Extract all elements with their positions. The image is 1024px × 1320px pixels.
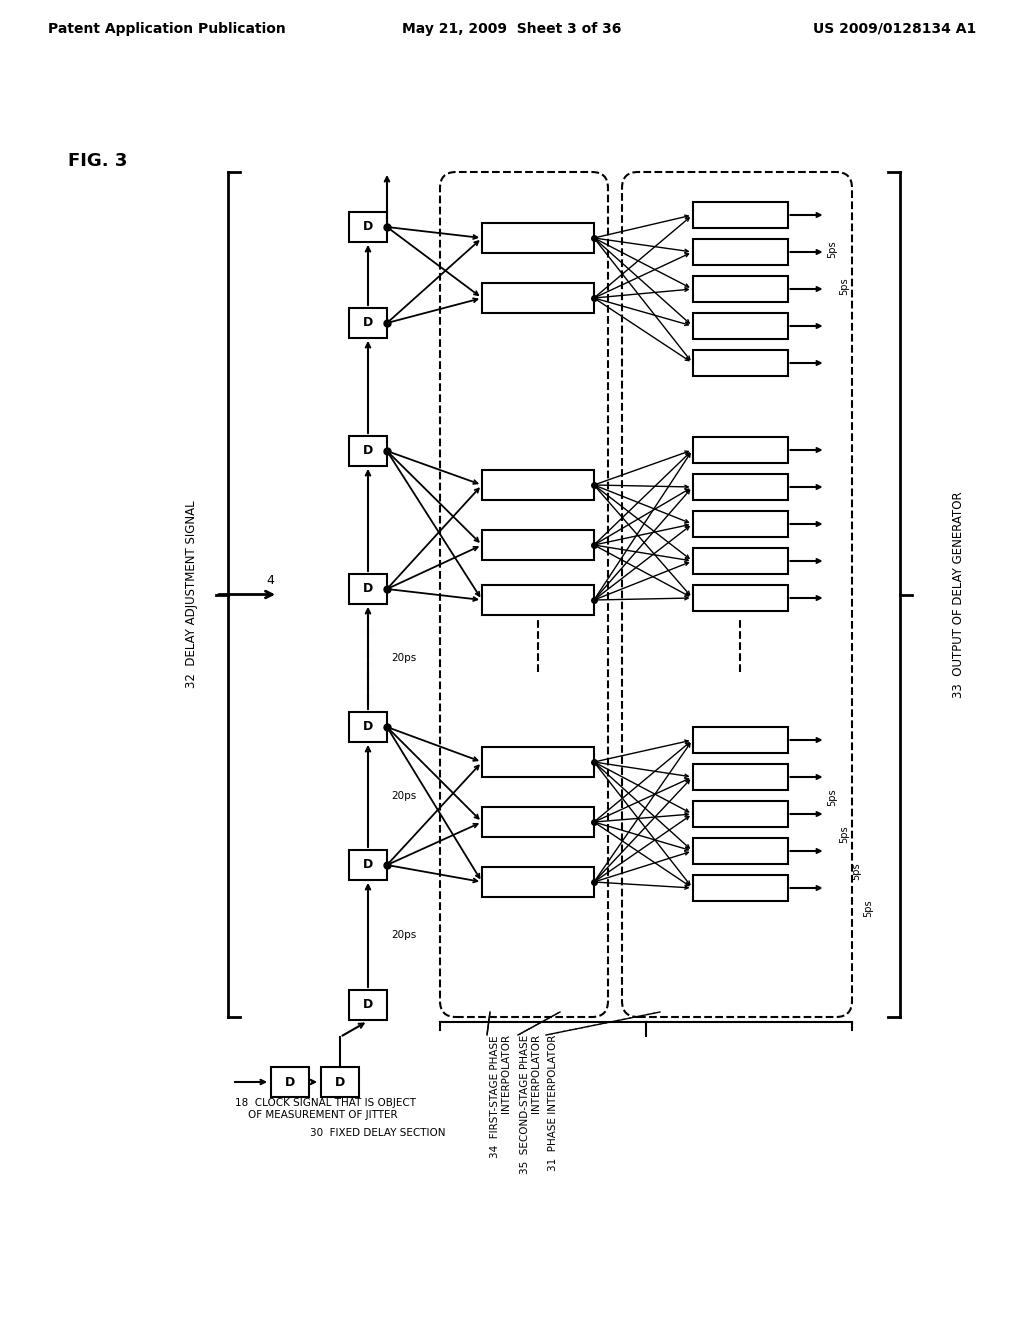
Text: May 21, 2009  Sheet 3 of 36: May 21, 2009 Sheet 3 of 36 xyxy=(402,22,622,36)
Text: 18  CLOCK SIGNAL THAT IS OBJECT: 18 CLOCK SIGNAL THAT IS OBJECT xyxy=(234,1098,416,1107)
Bar xyxy=(692,838,787,865)
Text: US 2009/0128134 A1: US 2009/0128134 A1 xyxy=(813,22,976,36)
Bar xyxy=(321,1067,359,1097)
Text: D: D xyxy=(362,998,373,1011)
Bar xyxy=(692,350,787,376)
Text: D: D xyxy=(362,721,373,734)
Text: 5ps: 5ps xyxy=(840,277,850,294)
Text: 35  SECOND-STAGE PHASE: 35 SECOND-STAGE PHASE xyxy=(520,1035,530,1175)
Text: D: D xyxy=(362,858,373,871)
Bar xyxy=(692,801,787,828)
Bar xyxy=(692,239,787,265)
Text: 5ps: 5ps xyxy=(827,240,838,257)
Text: 5ps: 5ps xyxy=(863,899,873,916)
Bar xyxy=(482,282,594,313)
Text: INTERPOLATOR: INTERPOLATOR xyxy=(532,1035,542,1127)
Text: 34  FIRST-STAGE PHASE: 34 FIRST-STAGE PHASE xyxy=(490,1035,500,1158)
Text: FIG. 3: FIG. 3 xyxy=(68,152,127,170)
Text: 4: 4 xyxy=(266,573,273,586)
Bar xyxy=(692,437,787,463)
Text: 32  DELAY ADJUSTMENT SIGNAL: 32 DELAY ADJUSTMENT SIGNAL xyxy=(185,500,199,688)
Bar xyxy=(349,850,387,880)
Text: 31  PHASE INTERPOLATOR: 31 PHASE INTERPOLATOR xyxy=(548,1035,558,1171)
Bar xyxy=(482,747,594,777)
Bar xyxy=(692,474,787,500)
Bar xyxy=(349,308,387,338)
Bar xyxy=(271,1067,309,1097)
Bar xyxy=(349,574,387,605)
Text: D: D xyxy=(362,445,373,458)
Bar xyxy=(692,276,787,302)
Bar xyxy=(349,213,387,242)
Text: 33  OUTPUT OF DELAY GENERATOR: 33 OUTPUT OF DELAY GENERATOR xyxy=(951,491,965,698)
Bar xyxy=(692,548,787,574)
Bar xyxy=(349,436,387,466)
Text: Patent Application Publication: Patent Application Publication xyxy=(48,22,286,36)
Text: 30  FIXED DELAY SECTION: 30 FIXED DELAY SECTION xyxy=(310,1129,445,1138)
Bar xyxy=(482,585,594,615)
Text: D: D xyxy=(362,582,373,595)
Text: D: D xyxy=(362,317,373,330)
Bar xyxy=(349,711,387,742)
Bar xyxy=(692,313,787,339)
Text: 20ps: 20ps xyxy=(391,791,416,801)
Text: 5ps: 5ps xyxy=(827,788,838,805)
Bar xyxy=(692,727,787,752)
Bar xyxy=(692,202,787,228)
Bar xyxy=(482,807,594,837)
Text: OF MEASUREMENT OF JITTER: OF MEASUREMENT OF JITTER xyxy=(234,1110,397,1119)
Bar xyxy=(482,223,594,253)
Bar xyxy=(692,764,787,789)
Bar xyxy=(482,531,594,560)
Text: D: D xyxy=(285,1076,295,1089)
Text: D: D xyxy=(335,1076,345,1089)
Bar xyxy=(482,470,594,500)
Text: 20ps: 20ps xyxy=(391,653,416,663)
Bar xyxy=(692,875,787,902)
Bar xyxy=(692,585,787,611)
Bar xyxy=(349,990,387,1020)
Text: 5ps: 5ps xyxy=(852,862,861,879)
Bar xyxy=(482,867,594,898)
Text: INTERPOLATOR: INTERPOLATOR xyxy=(502,1035,512,1127)
Text: 20ps: 20ps xyxy=(391,931,416,940)
Text: 5ps: 5ps xyxy=(840,825,850,842)
Text: D: D xyxy=(362,220,373,234)
Bar xyxy=(692,511,787,537)
